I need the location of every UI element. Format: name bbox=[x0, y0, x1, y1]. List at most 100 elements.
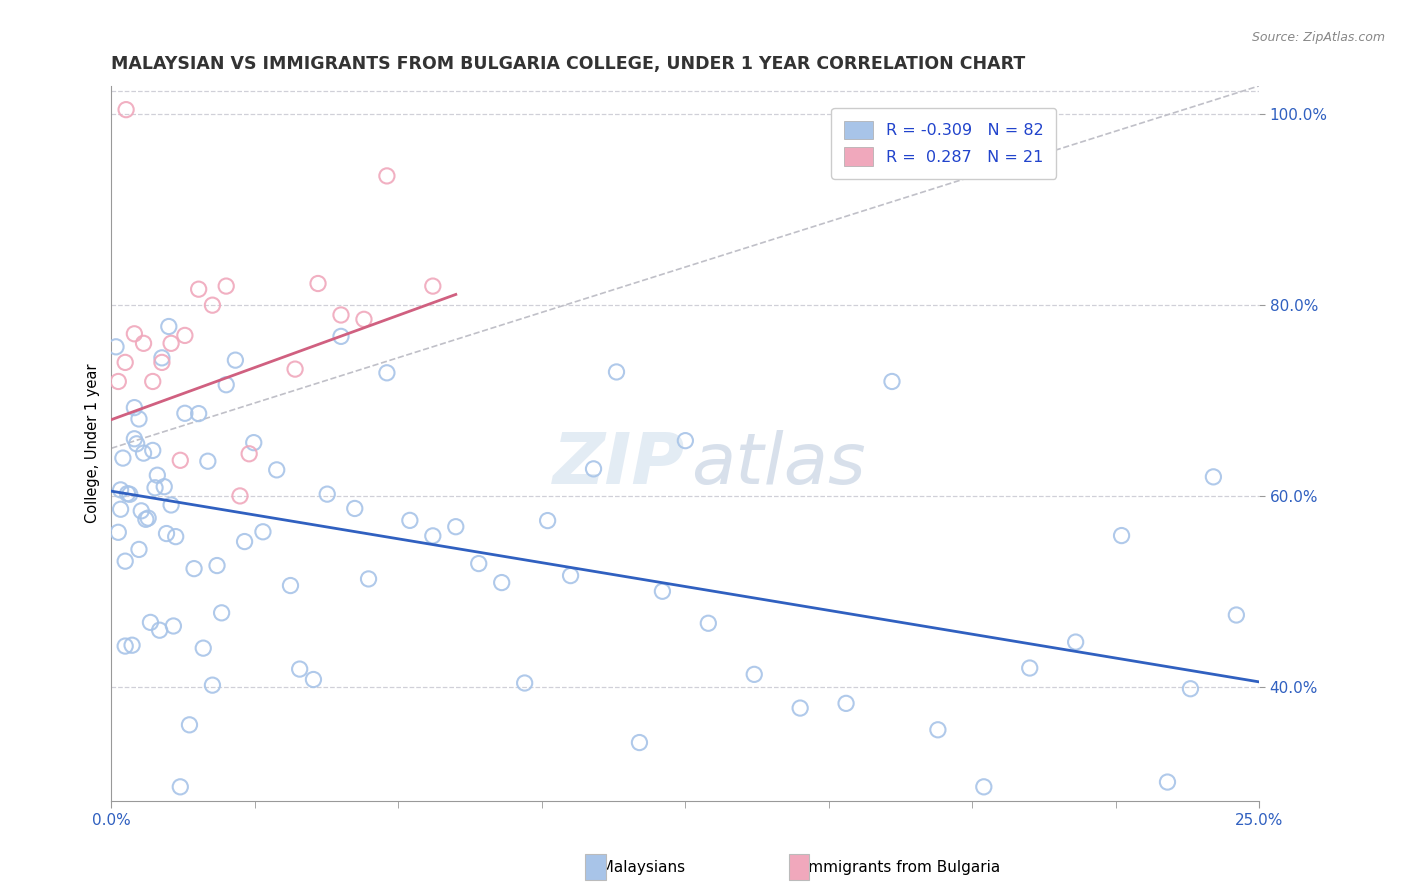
Point bbox=[107, 525, 129, 540]
Point bbox=[343, 501, 366, 516]
Point bbox=[252, 524, 274, 539]
Point bbox=[160, 498, 183, 512]
Point bbox=[651, 584, 673, 599]
Point bbox=[149, 624, 172, 638]
Point bbox=[129, 504, 152, 518]
Point bbox=[215, 279, 238, 293]
Point bbox=[153, 480, 176, 494]
Point bbox=[128, 542, 150, 557]
Point bbox=[114, 355, 136, 369]
Point bbox=[1225, 607, 1247, 622]
Point bbox=[1064, 635, 1087, 649]
Y-axis label: College, Under 1 year: College, Under 1 year bbox=[86, 364, 100, 524]
Point bbox=[146, 468, 169, 483]
Point bbox=[160, 336, 183, 351]
Point bbox=[169, 453, 191, 467]
Point bbox=[422, 279, 444, 293]
Point bbox=[835, 697, 858, 711]
Point bbox=[280, 578, 302, 592]
Point bbox=[742, 667, 765, 681]
Point bbox=[582, 462, 605, 476]
Point bbox=[422, 529, 444, 543]
Point bbox=[124, 432, 146, 446]
Point bbox=[183, 561, 205, 575]
Point bbox=[157, 319, 180, 334]
Text: Source: ZipAtlas.com: Source: ZipAtlas.com bbox=[1251, 31, 1385, 45]
Point bbox=[491, 575, 513, 590]
Point bbox=[197, 454, 219, 468]
Point bbox=[124, 326, 146, 341]
Point bbox=[128, 412, 150, 426]
Point bbox=[789, 701, 811, 715]
Point bbox=[330, 329, 353, 343]
Point bbox=[1111, 528, 1133, 542]
Point bbox=[628, 735, 651, 749]
Point bbox=[211, 606, 233, 620]
Point bbox=[302, 673, 325, 687]
Point bbox=[973, 780, 995, 794]
Point bbox=[330, 308, 353, 322]
Point bbox=[193, 641, 215, 656]
Point bbox=[124, 401, 146, 415]
Text: atlas: atlas bbox=[692, 431, 866, 500]
Point bbox=[142, 443, 165, 458]
Point bbox=[375, 169, 398, 183]
Point bbox=[143, 481, 166, 495]
Point bbox=[357, 572, 380, 586]
Text: Malaysians: Malaysians bbox=[591, 860, 685, 874]
Point bbox=[1202, 470, 1225, 484]
Point bbox=[605, 365, 627, 379]
Point bbox=[444, 519, 467, 533]
Point bbox=[1018, 661, 1040, 675]
Point bbox=[114, 554, 136, 568]
Point bbox=[155, 526, 177, 541]
Point bbox=[697, 616, 720, 631]
Point bbox=[187, 407, 209, 421]
Point bbox=[110, 502, 132, 516]
Point bbox=[187, 282, 209, 296]
Point bbox=[173, 406, 195, 420]
Point bbox=[242, 435, 264, 450]
Legend: R = -0.309   N = 82, R =  0.287   N = 21: R = -0.309 N = 82, R = 0.287 N = 21 bbox=[831, 108, 1056, 178]
Point bbox=[560, 568, 582, 582]
Point bbox=[150, 351, 173, 365]
Point bbox=[205, 558, 228, 573]
Point bbox=[1156, 775, 1178, 789]
Point bbox=[162, 619, 184, 633]
Point bbox=[115, 103, 138, 117]
Text: Immigrants from Bulgaria: Immigrants from Bulgaria bbox=[794, 860, 1001, 874]
Point bbox=[118, 487, 141, 501]
Point bbox=[229, 489, 252, 503]
Point bbox=[288, 662, 311, 676]
Point bbox=[139, 615, 162, 630]
Point bbox=[536, 514, 558, 528]
Point bbox=[179, 718, 201, 732]
Point bbox=[132, 446, 155, 460]
Point bbox=[117, 486, 139, 500]
Point bbox=[201, 678, 224, 692]
Point bbox=[307, 277, 329, 291]
Point bbox=[353, 312, 375, 326]
Text: ZIP: ZIP bbox=[553, 431, 685, 500]
Point bbox=[111, 451, 134, 466]
Point bbox=[673, 434, 696, 448]
Point bbox=[233, 534, 256, 549]
Point bbox=[142, 375, 165, 389]
Point bbox=[105, 340, 128, 354]
Point bbox=[1180, 681, 1202, 696]
Point bbox=[173, 328, 195, 343]
Text: MALAYSIAN VS IMMIGRANTS FROM BULGARIA COLLEGE, UNDER 1 YEAR CORRELATION CHART: MALAYSIAN VS IMMIGRANTS FROM BULGARIA CO… bbox=[111, 55, 1025, 73]
Point bbox=[132, 336, 155, 351]
Point bbox=[467, 557, 489, 571]
Point bbox=[135, 512, 157, 526]
Point bbox=[121, 638, 143, 652]
Point bbox=[238, 447, 260, 461]
Point bbox=[399, 513, 422, 527]
Point bbox=[201, 298, 224, 312]
Point bbox=[165, 530, 187, 544]
Point bbox=[375, 366, 398, 380]
Point bbox=[927, 723, 949, 737]
Point bbox=[266, 463, 288, 477]
Point bbox=[136, 511, 159, 525]
Point bbox=[150, 355, 173, 369]
